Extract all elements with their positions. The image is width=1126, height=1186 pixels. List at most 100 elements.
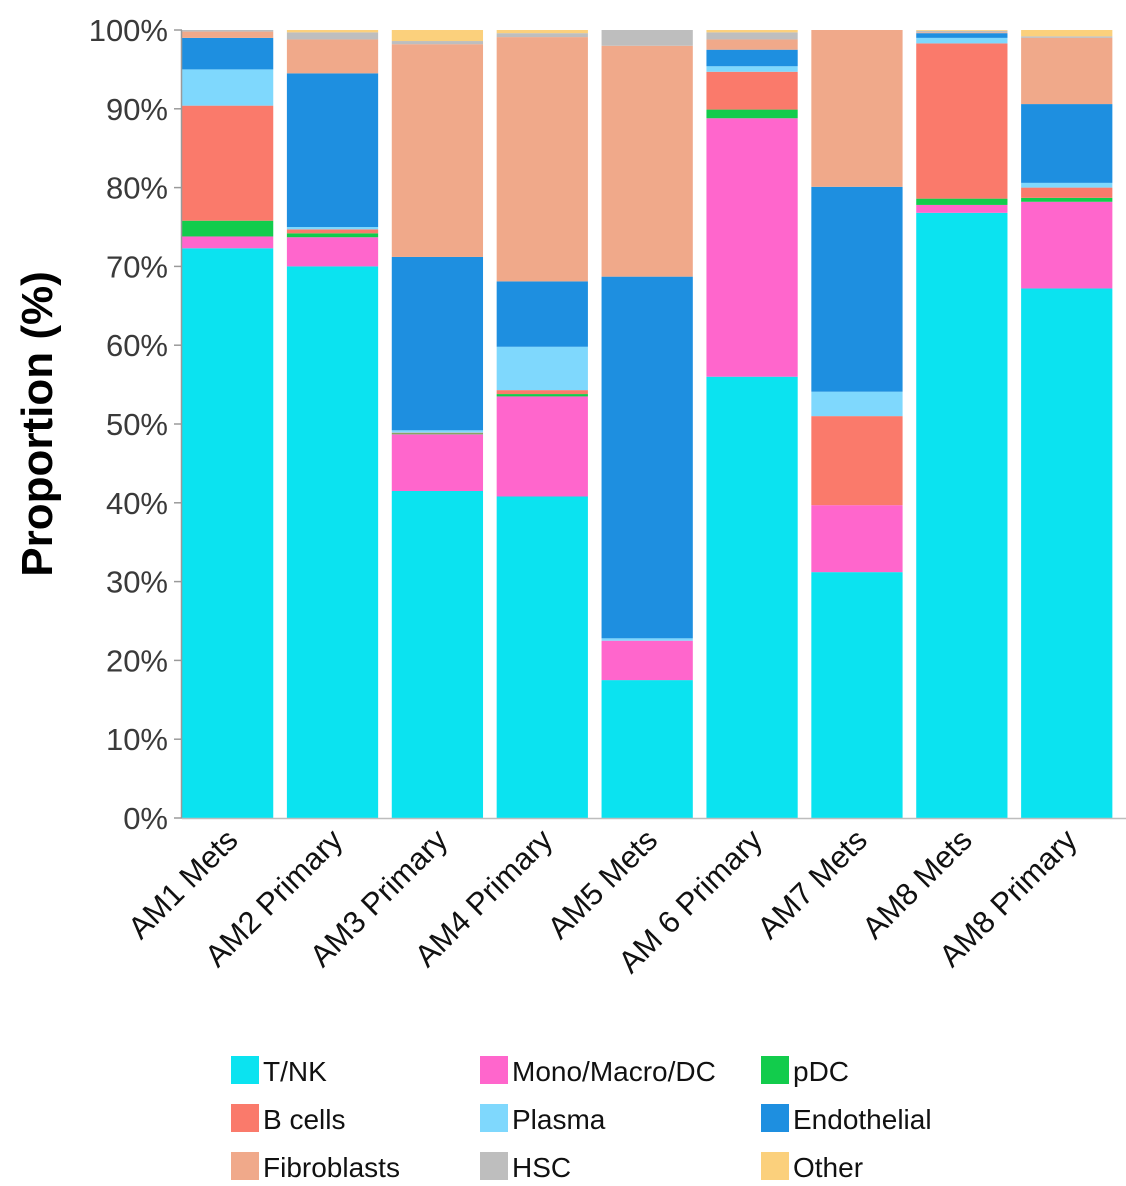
legend-label: pDC [793, 1056, 849, 1087]
bar-segment [706, 118, 798, 377]
bar-segment [286, 266, 379, 818]
bar-stack [286, 30, 379, 818]
y-tick-label: 90% [106, 92, 168, 127]
bar-segment [1021, 288, 1113, 818]
bar-segment [286, 73, 379, 227]
bar-segment [182, 31, 274, 38]
bar-segment [496, 396, 588, 497]
bar-segment [496, 346, 588, 391]
legend-swatch [480, 1152, 508, 1180]
bar-stack [496, 30, 588, 818]
legend-swatch [480, 1104, 508, 1132]
bar-segment [706, 39, 798, 50]
bar-segment [916, 30, 1008, 33]
bar-segment [601, 45, 693, 277]
legend-item: T/NK [231, 1056, 327, 1087]
legend-label: T/NK [263, 1056, 327, 1087]
bar-segment [286, 32, 379, 40]
y-tick-label: 100% [89, 13, 168, 48]
bar-segment [496, 37, 588, 282]
bar-segment [811, 30, 903, 187]
legend-swatch [761, 1104, 789, 1132]
bar-segment [811, 391, 903, 417]
bar-segment [1021, 187, 1113, 198]
y-tick-label: 70% [106, 249, 168, 284]
bar-segment [182, 248, 274, 818]
bar-segment [1021, 37, 1113, 105]
bar-segment [391, 490, 484, 818]
legend-item: pDC [761, 1056, 849, 1087]
bar-segment [286, 227, 379, 230]
bar-segment [182, 105, 274, 221]
legend-item: Other [761, 1152, 863, 1183]
bar-stack [811, 30, 903, 818]
legend-item: Plasma [480, 1104, 606, 1135]
bar-segment [916, 212, 1008, 819]
bar-segment [916, 33, 1008, 38]
x-tick-label: AM7 Mets [750, 822, 873, 945]
bar-segment [601, 640, 693, 681]
legend-label: Plasma [512, 1104, 606, 1135]
bar-segment [391, 44, 484, 257]
bar-segment [706, 71, 798, 110]
bar-stack [706, 30, 798, 818]
bar-segment [286, 30, 379, 33]
legend-item: HSC [480, 1152, 571, 1183]
bar-segment [601, 638, 693, 641]
bar-segment [391, 256, 484, 431]
legend-label: Mono/Macro/DC [512, 1056, 716, 1087]
bar-segment [496, 496, 588, 818]
bar-segment [182, 69, 274, 106]
bar-segment [391, 30, 484, 42]
y-tick-label: 50% [106, 407, 168, 442]
bar-segment [496, 33, 588, 38]
bar-segment [706, 30, 798, 33]
y-axis-label-group: Proportion (%) [13, 271, 62, 577]
bar-segment [601, 276, 693, 639]
y-tick-label: 10% [106, 722, 168, 757]
bar-segment [601, 680, 693, 818]
bar-segment [706, 376, 798, 818]
bar-segment [916, 32, 1008, 34]
legend-item: Mono/Macro/DC [480, 1056, 716, 1087]
legend-swatch [231, 1104, 259, 1132]
bar-segment [706, 109, 798, 119]
legend-item: B cells [231, 1104, 345, 1135]
bar-segment [601, 30, 693, 46]
bar-segment [391, 41, 484, 45]
legend-swatch [480, 1056, 508, 1084]
bar-stack [182, 30, 274, 818]
bar-segment [286, 39, 379, 74]
bar-segment [916, 204, 1008, 213]
bar-segment [811, 505, 903, 573]
bar-segment [916, 30, 1008, 31]
bar-segment [496, 394, 588, 397]
legend: T/NK Mono/Macro/DC pDC B cells Plasma Endothe… [231, 1056, 932, 1183]
bar-stack [1021, 30, 1113, 818]
bar-segment [1021, 197, 1113, 202]
legend-label: B cells [263, 1104, 345, 1135]
y-tick-label: 30% [106, 565, 168, 600]
legend-swatch [761, 1152, 789, 1180]
bar-segment [706, 49, 798, 67]
bar-segment [1021, 201, 1113, 289]
bar-segment [496, 30, 588, 34]
bar-segment [916, 37, 1008, 44]
legend-label: Other [793, 1152, 863, 1183]
bar-segment [1021, 30, 1113, 37]
bar-segment [811, 572, 903, 818]
bar-segment [811, 416, 903, 506]
bar-segment [182, 37, 274, 70]
bar-stack [916, 30, 1008, 819]
legend-swatch [231, 1056, 259, 1084]
y-tick-label: 80% [106, 171, 168, 206]
bar-segment [916, 43, 1008, 199]
legend-label: Fibroblasts [263, 1152, 400, 1183]
bar-segment [286, 237, 379, 267]
bar-segment [1021, 104, 1113, 183]
bar-segment [1021, 182, 1113, 188]
bar-stack [601, 30, 693, 818]
legend-label: Endothelial [793, 1104, 932, 1135]
y-tick-label: 20% [106, 643, 168, 678]
